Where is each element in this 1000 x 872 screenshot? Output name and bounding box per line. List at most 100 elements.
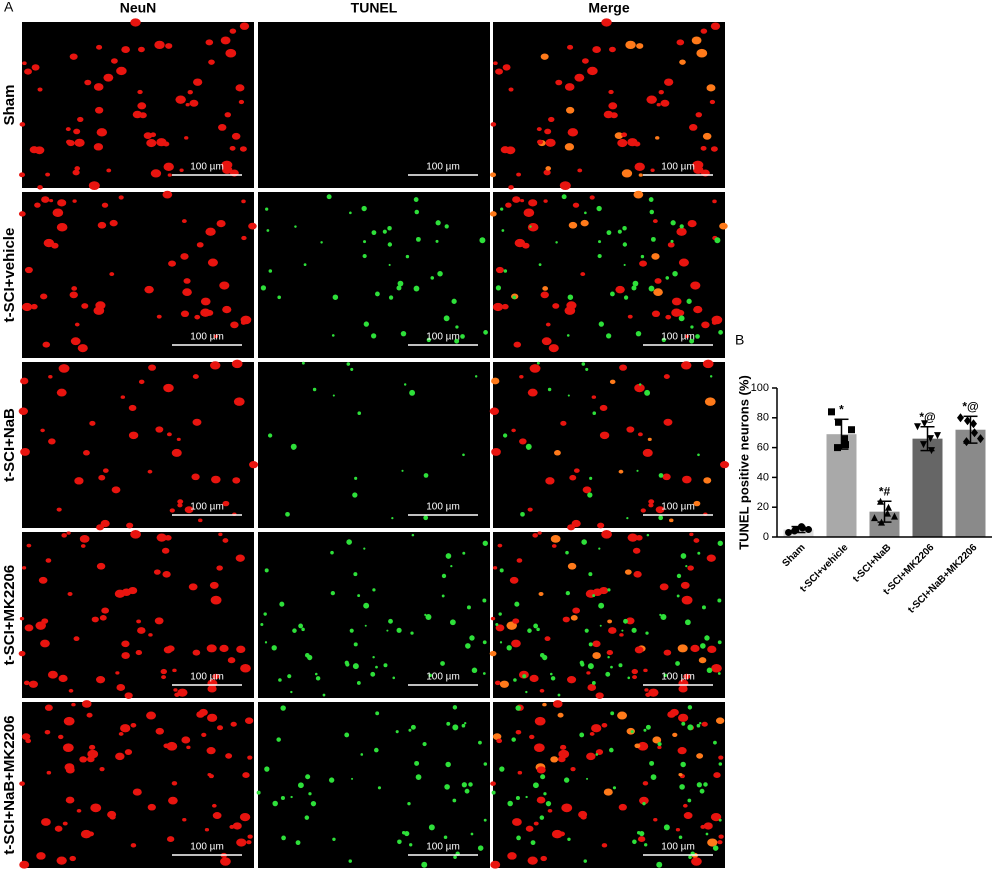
cell	[625, 40, 636, 50]
cell	[229, 145, 236, 151]
cell	[605, 671, 611, 677]
cell	[574, 73, 585, 82]
cell	[542, 286, 549, 291]
cell	[606, 333, 612, 339]
cell	[450, 565, 453, 568]
cell	[712, 845, 719, 851]
cell	[717, 640, 722, 645]
cell	[96, 128, 108, 137]
cell	[124, 692, 133, 699]
cell	[622, 242, 628, 247]
cell	[166, 432, 172, 437]
cell	[537, 531, 542, 535]
cell	[490, 860, 501, 869]
cell	[409, 843, 413, 847]
cell	[678, 713, 689, 722]
cell	[71, 286, 78, 291]
cell	[346, 362, 351, 366]
cell	[219, 281, 230, 290]
cell	[372, 588, 376, 592]
cell	[638, 383, 642, 386]
cell	[713, 772, 721, 779]
cell	[351, 777, 354, 780]
cell	[182, 288, 192, 297]
cell	[689, 532, 694, 537]
cell	[231, 359, 243, 369]
cell	[445, 553, 452, 559]
cell	[315, 676, 321, 681]
cell	[567, 837, 571, 842]
scale-bar-label: 100 µm	[190, 502, 224, 513]
cell	[24, 266, 33, 274]
cell	[700, 145, 707, 151]
cell	[702, 132, 712, 140]
cell	[99, 767, 105, 772]
cell	[303, 263, 307, 267]
cell	[545, 801, 552, 807]
cell	[80, 829, 92, 839]
cell	[241, 235, 247, 241]
cell	[174, 692, 180, 697]
cell	[608, 627, 617, 634]
cell	[120, 395, 126, 399]
cell	[617, 229, 622, 234]
cell	[636, 469, 639, 472]
cell	[93, 83, 104, 91]
cell	[655, 506, 665, 514]
cell	[567, 562, 577, 570]
cell	[490, 122, 497, 127]
cell	[632, 547, 641, 554]
cell	[295, 840, 301, 846]
cell	[471, 667, 478, 674]
cell	[231, 132, 241, 140]
scale-bar-label: 100 µm	[661, 332, 695, 343]
cell	[196, 242, 204, 248]
cell	[542, 702, 547, 707]
cell	[206, 747, 216, 755]
cell	[415, 774, 422, 781]
cell	[240, 663, 251, 673]
cell	[164, 535, 172, 541]
cell	[532, 533, 538, 538]
data-point	[963, 437, 970, 447]
cell	[211, 475, 221, 484]
cell	[415, 236, 421, 242]
cell	[669, 518, 674, 523]
cell	[509, 576, 519, 584]
cell	[632, 675, 638, 680]
cell	[443, 835, 448, 840]
cell	[363, 321, 369, 327]
cell	[501, 229, 505, 232]
cell	[24, 624, 34, 632]
cell	[592, 640, 601, 648]
cell	[648, 688, 659, 697]
cell	[428, 673, 432, 678]
cell	[478, 740, 482, 745]
cell	[512, 618, 520, 624]
cell	[387, 225, 392, 231]
cell	[623, 295, 629, 300]
cell	[623, 263, 626, 266]
y-tick-label: 100	[751, 382, 769, 394]
cell	[461, 782, 467, 788]
cell	[304, 815, 310, 820]
cell	[499, 766, 505, 772]
cell	[136, 619, 142, 624]
cell	[179, 168, 184, 172]
cell	[383, 663, 388, 668]
cell	[168, 260, 176, 267]
cell	[272, 800, 278, 807]
cell	[126, 522, 134, 529]
cell	[516, 558, 523, 563]
cell	[464, 788, 470, 794]
cell	[717, 540, 723, 546]
cell	[610, 711, 615, 716]
cell	[527, 388, 538, 397]
micrograph: 100 µm	[258, 192, 490, 358]
cell	[684, 619, 691, 626]
cell	[538, 591, 544, 596]
cell	[163, 743, 170, 749]
cell	[166, 741, 178, 751]
cell	[413, 197, 419, 202]
